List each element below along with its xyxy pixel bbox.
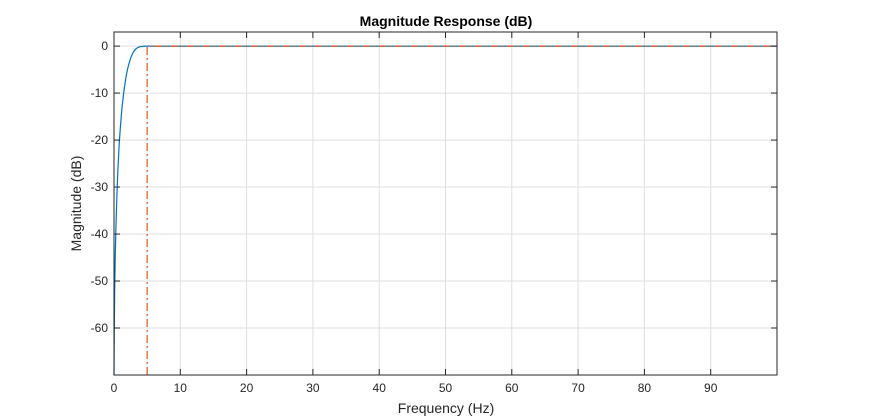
ticks xyxy=(113,32,777,375)
x-tick-label: 0 xyxy=(111,381,118,395)
x-tick-label: 40 xyxy=(373,381,387,395)
y-tick-label: -40 xyxy=(91,227,109,241)
x-axis-label: Frequency (Hz) xyxy=(398,400,494,416)
y-tick-label: 0 xyxy=(101,39,108,53)
series-line-2 xyxy=(146,45,777,375)
x-tick-label: 10 xyxy=(174,381,188,395)
y-tick-label: -50 xyxy=(91,274,109,288)
x-tick-label: 70 xyxy=(571,381,585,395)
y-tick-label: -10 xyxy=(91,86,109,100)
y-tick-label: -20 xyxy=(91,133,109,147)
plot-area xyxy=(113,31,778,376)
x-tick-label: 50 xyxy=(439,381,453,395)
chart-title: Magnitude Response (dB) xyxy=(360,13,533,29)
y-tick-label: -60 xyxy=(91,321,109,335)
x-tick-label: 20 xyxy=(240,381,254,395)
x-tick-label: 30 xyxy=(306,381,320,395)
series-layer xyxy=(113,45,777,376)
y-axis-label: Magnitude (dB) xyxy=(68,156,84,252)
x-tick-label: 60 xyxy=(505,381,519,395)
tick-labels: 0 10 20 30 40 50 60 70 80 90 0 -10 -20 -30 -40 -50 -60 xyxy=(91,39,718,395)
x-tick-label: 80 xyxy=(638,381,652,395)
y-tick-label: -30 xyxy=(91,180,109,194)
grid xyxy=(114,32,777,375)
x-tick-label: 90 xyxy=(704,381,718,395)
